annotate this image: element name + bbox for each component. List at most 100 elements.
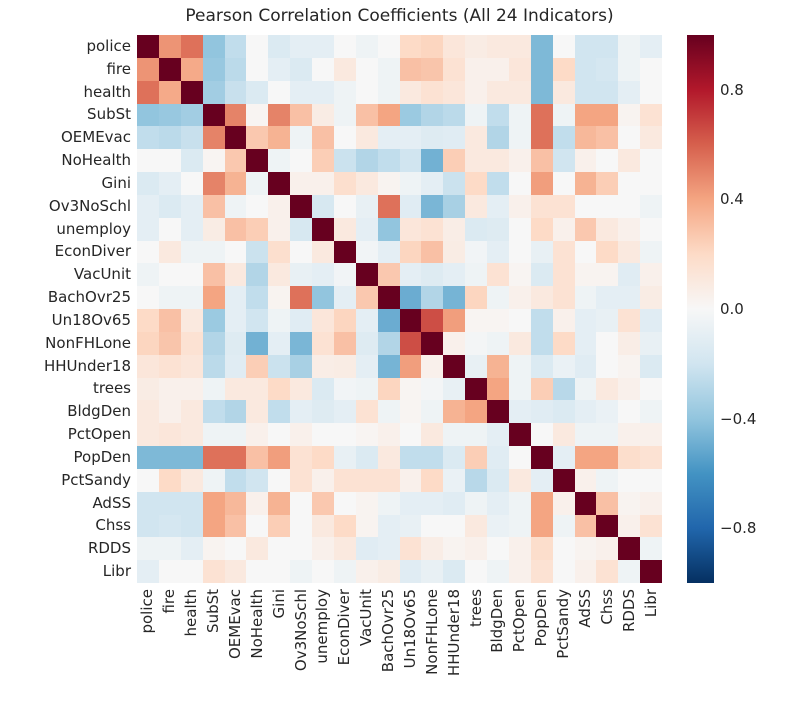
colorbar-tick-label: −0.8 (720, 519, 757, 538)
heatmap-cell (508, 354, 531, 378)
heatmap-cell (180, 400, 203, 424)
heatmap-cell (552, 537, 575, 561)
heatmap-cell (290, 149, 312, 172)
heatmap-cell (618, 537, 641, 561)
heatmap-cell (333, 377, 356, 401)
heatmap-cell (137, 217, 159, 241)
x-tick-label: NoHealth (246, 589, 268, 717)
heatmap-cell (180, 103, 203, 127)
heatmap-cell (640, 240, 662, 264)
heatmap-cell (268, 400, 291, 424)
heatmap-cell (465, 263, 487, 287)
heatmap-cell (421, 35, 444, 58)
heatmap-cell (640, 80, 662, 104)
x-tick-label-text: EconDiver (335, 589, 354, 666)
heatmap-cell (355, 309, 378, 332)
heatmap-cell (377, 57, 400, 81)
heatmap-cell (596, 194, 619, 218)
heatmap-cell (640, 57, 662, 81)
heatmap-cell (465, 537, 487, 561)
heatmap-cell (530, 537, 553, 561)
heatmap-cell (574, 537, 597, 561)
x-tick-label-text: unemploy (313, 589, 332, 664)
heatmap-cell (377, 331, 400, 355)
heatmap-cell (312, 57, 334, 81)
heatmap-cell (421, 126, 444, 150)
heatmap-cell (268, 80, 291, 104)
heatmap-cell (246, 35, 269, 58)
x-tick-label: BldgDen (487, 589, 509, 717)
heatmap-cell (443, 423, 466, 446)
heatmap-cell (290, 80, 312, 104)
heatmap-cell (158, 377, 181, 401)
heatmap-cell (246, 537, 269, 561)
heatmap-cell (137, 537, 159, 561)
x-tick-label: AdSS (575, 589, 597, 717)
heatmap-cell (421, 217, 444, 241)
chart-title: Pearson Correlation Coefficients (All 24… (185, 6, 614, 26)
heatmap-cell (552, 194, 575, 218)
heatmap-cell (290, 172, 312, 195)
heatmap-cell (574, 514, 597, 538)
heatmap-cell (312, 263, 334, 287)
heatmap-cell (508, 240, 531, 264)
x-tick-label: unemploy (312, 589, 334, 717)
heatmap-cell (158, 560, 181, 583)
heatmap-cell (290, 103, 312, 127)
x-tick-label-text: NoHealth (247, 589, 266, 659)
heatmap-cell (640, 423, 662, 446)
heatmap-cell (246, 149, 269, 172)
heatmap-cell (552, 309, 575, 332)
heatmap-cell (443, 514, 466, 538)
heatmap-cell (158, 103, 181, 127)
heatmap-cell (268, 514, 291, 538)
heatmap-cell (202, 354, 225, 378)
x-tick-label: Un18Ov65 (400, 589, 422, 717)
heatmap-cell (158, 537, 181, 561)
heatmap-cell (180, 560, 203, 583)
heatmap-cell (399, 194, 422, 218)
heatmap-cell (596, 309, 619, 332)
heatmap-cell (202, 446, 225, 469)
y-tick-label: RDDS (87, 539, 131, 558)
heatmap-cell (487, 80, 509, 104)
x-tick-label-text: Gini (269, 589, 288, 619)
heatmap-cell (399, 537, 422, 561)
heatmap-cell (333, 286, 356, 309)
heatmap-cell (333, 354, 356, 378)
heatmap-cell (333, 423, 356, 446)
heatmap-cell (465, 514, 487, 538)
heatmap-cell (443, 400, 466, 424)
heatmap-cell (246, 126, 269, 150)
heatmap-cell (530, 263, 553, 287)
heatmap-cell (224, 331, 247, 355)
heatmap-cell (290, 240, 312, 264)
y-tick-label: NoHealth (61, 151, 131, 170)
heatmap-cell (224, 354, 247, 378)
heatmap-cell (574, 126, 597, 150)
heatmap-cell (552, 468, 575, 492)
heatmap-cell (443, 126, 466, 150)
heatmap-cell (508, 103, 531, 127)
heatmap-cell (618, 423, 641, 446)
heatmap-cell (596, 172, 619, 195)
heatmap-cell (421, 354, 444, 378)
heatmap-cell (618, 491, 641, 515)
heatmap-cell (574, 377, 597, 401)
heatmap-cell (552, 149, 575, 172)
x-tick-label: fire (159, 589, 181, 717)
heatmap-cell (596, 263, 619, 287)
heatmap-cell (180, 423, 203, 446)
heatmap-cell (290, 423, 312, 446)
x-tick-label: health (181, 589, 203, 717)
heatmap-cell (158, 240, 181, 264)
heatmap-cell (268, 149, 291, 172)
heatmap-cell (487, 286, 509, 309)
heatmap-cell (355, 560, 378, 583)
heatmap-cell (530, 57, 553, 81)
heatmap-cell (574, 331, 597, 355)
heatmap-cell (618, 514, 641, 538)
heatmap-cell (158, 423, 181, 446)
heatmap-cell (290, 331, 312, 355)
heatmap-cell (246, 423, 269, 446)
